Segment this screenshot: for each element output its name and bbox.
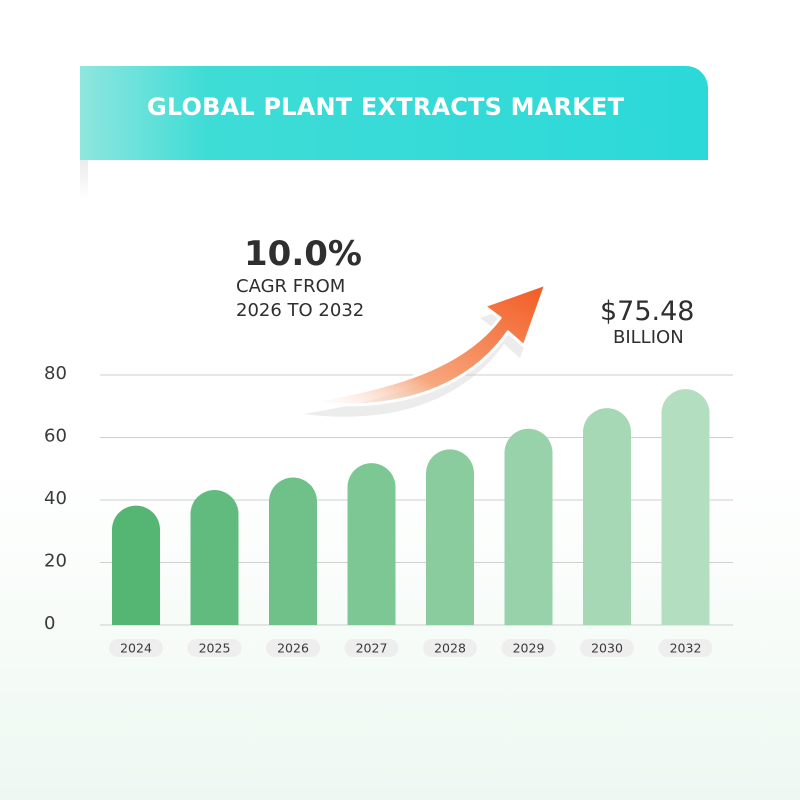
x-tick-pill	[344, 639, 399, 657]
cagr-period: 2026 TO 2032	[236, 300, 365, 321]
x-axis-ticks: 2024 2025 2026 2027 2028 2029 2030 2032	[109, 639, 713, 657]
x-tick-label: 2024	[120, 641, 152, 656]
bar-2029	[504, 428, 553, 625]
banner-shadow	[80, 160, 88, 200]
x-tick-pill	[580, 639, 634, 657]
x-tick-label: 2029	[513, 641, 545, 656]
x-tick-label: 2027	[356, 641, 388, 656]
x-tick-label: 2026	[277, 641, 309, 656]
x-tick-label: 2025	[199, 641, 231, 656]
bar-2028	[426, 449, 474, 625]
growth-arrow-shape	[306, 282, 548, 407]
cagr-value: 10.0%	[244, 234, 362, 274]
final-market-unit: BILLION	[613, 327, 684, 348]
growth-arrow	[304, 282, 548, 417]
x-tick-label: 2028	[434, 641, 466, 656]
y-tick-label: 40	[44, 488, 67, 509]
y-axis-ticks: 0 20 40 60 80	[44, 363, 67, 634]
final-market-value: $75.48	[600, 296, 695, 327]
y-tick-label: 0	[44, 613, 55, 634]
cagr-label: CAGR FROM	[236, 276, 346, 297]
x-tick-label: 2032	[670, 641, 702, 656]
bars	[112, 389, 710, 625]
bar-2030	[583, 408, 631, 625]
bar-2026	[269, 477, 317, 625]
x-tick-pill	[658, 639, 713, 657]
x-tick-pill	[187, 639, 242, 657]
x-tick-pill	[266, 639, 320, 657]
x-tick-label: 2030	[591, 641, 623, 656]
y-tick-label: 20	[44, 551, 67, 572]
chart-title: GLOBAL PLANT EXTRACTS MARKET	[147, 93, 625, 121]
bar-2024	[112, 505, 160, 625]
x-tick-pill	[423, 639, 477, 657]
bar-2027	[347, 463, 396, 625]
y-tick-label: 60	[44, 426, 67, 447]
x-tick-pill	[109, 639, 163, 657]
bar-2032	[661, 389, 710, 625]
y-tick-label: 80	[44, 363, 67, 384]
bar-2025	[190, 490, 239, 625]
title-banner	[80, 66, 708, 160]
x-tick-pill	[501, 639, 556, 657]
